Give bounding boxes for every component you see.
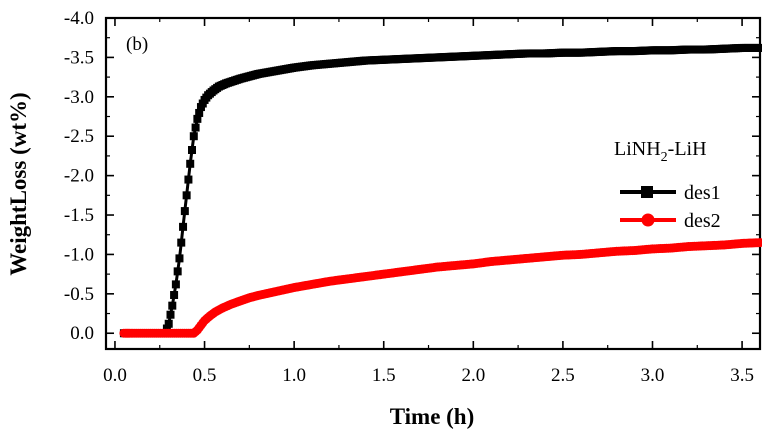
y-tick-label: -0.5 — [64, 284, 94, 305]
x-tick-label: 3.0 — [641, 365, 665, 386]
data-point-des1 — [164, 319, 173, 328]
legend-label-des1: des1 — [684, 182, 721, 204]
y-tick-label: -3.5 — [64, 47, 94, 68]
y-tick-label: -2.0 — [64, 166, 94, 187]
data-point-des1 — [179, 222, 188, 231]
series-des1 — [119, 43, 762, 338]
x-tick-label: 2.5 — [551, 365, 575, 386]
legend-title-subscript: 2 — [661, 150, 668, 165]
data-point-des1 — [180, 207, 189, 216]
x-tick-label: 0.0 — [103, 365, 127, 386]
data-point-des1 — [162, 324, 171, 333]
data-point-des1 — [173, 267, 182, 276]
data-point-des1 — [191, 123, 200, 132]
data-point-des1 — [168, 301, 177, 310]
x-tick-label: 0.5 — [193, 365, 217, 386]
data-point-des1 — [188, 146, 197, 155]
data-point-des1 — [166, 310, 175, 319]
data-point-des1 — [182, 191, 191, 200]
x-tick-label: 3.5 — [730, 365, 754, 386]
x-tick-label: 1.0 — [282, 365, 306, 386]
plot-frame — [104, 16, 762, 351]
legend-marker-des2 — [641, 213, 655, 227]
data-point-des1 — [170, 291, 179, 300]
data-point-des1 — [175, 254, 184, 263]
data-point-des1 — [189, 132, 198, 141]
series-layer — [119, 43, 762, 338]
y-tick-label: -3.0 — [64, 87, 94, 108]
data-point-des2 — [755, 238, 762, 248]
data-point-des1 — [184, 175, 193, 184]
legend-entry-des1: des1 — [620, 182, 721, 204]
legend-label-des2: des2 — [684, 210, 721, 232]
series-line-des2 — [123, 241, 761, 335]
y-tick-label: -4.0 — [64, 8, 94, 29]
x-tick-label: 1.5 — [372, 365, 396, 386]
series-des2 — [119, 238, 762, 338]
legend-title: LiNH2-LiH — [614, 138, 707, 165]
legend: LiNH2-LiH des1 des2 — [614, 138, 721, 232]
data-point-des1 — [756, 43, 762, 52]
x-axis: 0.0 0.5 1.0 1.5 2.0 2.5 3.0 3.5 — [103, 18, 754, 386]
data-point-des1 — [186, 159, 195, 168]
x-axis-title: Time (h) — [390, 404, 475, 429]
data-point-des1 — [171, 280, 180, 289]
panel-label: (b) — [126, 34, 148, 55]
plot-area — [104, 16, 762, 351]
data-point-des1 — [193, 114, 202, 123]
x-tick-label: 2.0 — [461, 365, 485, 386]
y-axis-title: WeightLoss (wt%) — [6, 92, 31, 275]
y-tick-label: -1.5 — [64, 205, 94, 226]
legend-title-main: LiNH — [614, 138, 661, 160]
y-axis: 0.0 -0.5 -1.0 -1.5 -2.0 -2.5 -3.0 -3.5 -4.0 — [64, 8, 760, 344]
y-tick-label: -1.0 — [64, 244, 94, 265]
data-point-des1 — [195, 108, 204, 117]
legend-entries: des1 des2 — [620, 182, 721, 232]
y-tick-label: -2.5 — [64, 126, 94, 147]
y-tick-label: 0.0 — [70, 323, 94, 344]
legend-marker-des1 — [641, 186, 653, 198]
legend-entry-des2: des2 — [620, 210, 721, 232]
legend-title-tail: -LiH — [668, 138, 707, 160]
data-point-des1 — [177, 238, 186, 247]
